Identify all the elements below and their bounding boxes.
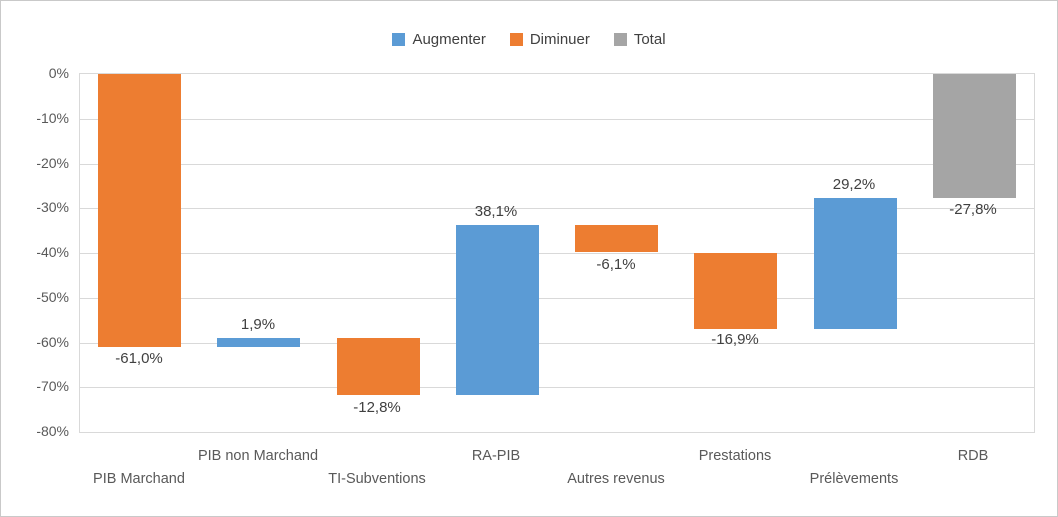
- data-label-pib-marchand: -61,0%: [115, 350, 163, 367]
- y-axis-tick-label: -50%: [36, 289, 69, 305]
- legend-label: Augmenter: [412, 30, 486, 48]
- bar-pib-non-marchand[interactable]: [217, 338, 300, 347]
- gridline: [80, 343, 1034, 344]
- gridline: [80, 298, 1034, 299]
- plot-area: [79, 73, 1035, 433]
- gridline: [80, 164, 1034, 165]
- x-axis-label-ti-subventions: TI-Subventions: [328, 471, 426, 487]
- bar-pib-marchand[interactable]: [98, 74, 181, 347]
- gridline: [80, 208, 1034, 209]
- bar-autres-revenus[interactable]: [575, 225, 658, 252]
- y-axis-tick-label: -10%: [36, 110, 69, 126]
- x-axis-label-prestations: Prestations: [698, 448, 772, 464]
- chart-legend: Augmenter Diminuer Total: [1, 28, 1057, 50]
- y-axis-tick-label: -70%: [36, 378, 69, 394]
- x-axis-label-pib-non-marchand: PIB non Marchand: [197, 448, 319, 464]
- legend-label: Total: [633, 30, 666, 48]
- data-label-ra-pib: 38,1%: [474, 203, 518, 220]
- y-axis-tick-label: -60%: [36, 334, 69, 350]
- data-label-prelevements: 29,2%: [832, 176, 876, 193]
- legend-swatch-diminuer: [509, 32, 523, 46]
- x-axis-label-pib-marchand: PIB Marchand: [93, 471, 185, 487]
- x-axis-label-ra-pib: RA-PIB: [471, 448, 521, 464]
- legend-item-total[interactable]: Total: [613, 30, 666, 48]
- data-label-ti-subventions: -12,8%: [353, 399, 401, 416]
- legend-label: Diminuer: [529, 30, 590, 48]
- y-axis-tick-label: 0%: [48, 65, 69, 81]
- x-axis-label-prelevements: Prélèvements: [809, 471, 899, 487]
- bar-prestations[interactable]: [694, 253, 777, 329]
- y-axis-tick-label: -20%: [36, 155, 69, 171]
- bar-ra-pib[interactable]: [456, 225, 539, 395]
- legend-swatch-total: [613, 32, 627, 46]
- y-axis-tick-label: -80%: [36, 423, 69, 439]
- bar-prelevements[interactable]: [814, 198, 897, 329]
- gridline: [80, 119, 1034, 120]
- x-axis-label-rdb: RDB: [957, 448, 989, 464]
- data-label-autres-revenus: -6,1%: [596, 256, 636, 273]
- bar-rdb[interactable]: [933, 74, 1016, 198]
- legend-item-augmenter[interactable]: Augmenter: [392, 30, 486, 48]
- gridline: [80, 387, 1034, 388]
- data-label-prestations: -16,9%: [711, 331, 759, 348]
- legend-swatch-augmenter: [392, 32, 406, 46]
- x-axis-label-autres-revenus: Autres revenus: [567, 471, 665, 487]
- legend-item-diminuer[interactable]: Diminuer: [509, 30, 590, 48]
- y-axis-tick-label: -30%: [36, 199, 69, 215]
- bar-ti-subventions[interactable]: [337, 338, 420, 395]
- gridline: [80, 253, 1034, 254]
- y-axis-tick-label: -40%: [36, 244, 69, 260]
- data-label-rdb: -27,8%: [949, 201, 997, 218]
- data-label-pib-non-marchand: 1,9%: [240, 316, 276, 333]
